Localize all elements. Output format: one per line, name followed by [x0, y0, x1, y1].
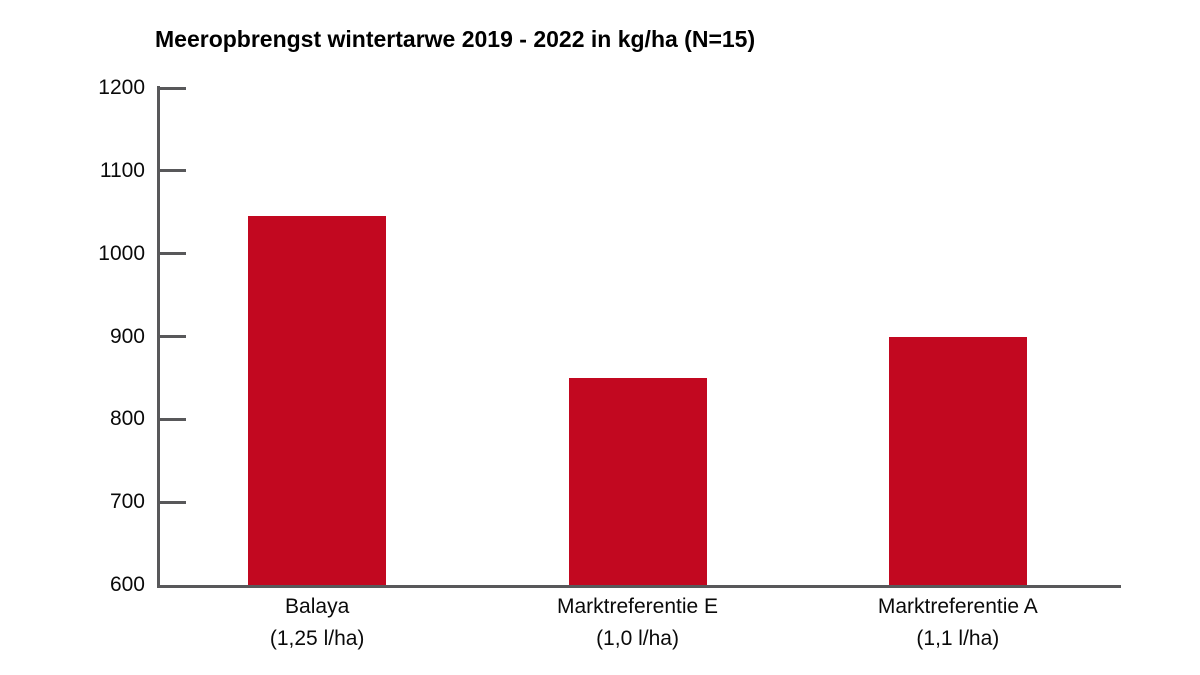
y-axis [157, 86, 160, 588]
x-label-name: Balaya [285, 595, 350, 618]
bar-marktreferentie-a [888, 336, 1027, 585]
y-tick-700 [160, 500, 186, 504]
x-label-balaya: Balaya (1,25 l/ha) [157, 591, 477, 655]
x-label-name: Marktreferentie E [556, 595, 719, 618]
x-label-dose: (1,0 l/ha) [596, 627, 679, 650]
y-tick-800 [160, 417, 186, 421]
y-tick-label-600: 600 [109, 573, 145, 596]
x-axis [157, 585, 1121, 588]
y-tick-label-1100: 1100 [99, 158, 145, 182]
x-label-marktreferentie-a: Marktreferentie A (1,1 l/ha) [798, 591, 1118, 655]
y-tick-label-1000: 1000 [98, 241, 145, 265]
chart-title: Meeropbrengst wintertarwe 2019 - 2022 in… [155, 26, 756, 52]
x-label-dose: (1,25 l/ha) [269, 627, 365, 650]
y-tick-label-900: 900 [109, 324, 145, 348]
x-label-marktreferentie-e: Marktreferentie E (1,0 l/ha) [478, 591, 798, 655]
y-tick-label-800: 800 [109, 407, 145, 431]
bar-balaya [248, 216, 387, 585]
x-label-dose: (1,1 l/ha) [916, 627, 1000, 650]
y-tick-label-700: 700 [109, 490, 145, 514]
y-tick-label-1200: 1200 [98, 76, 145, 99]
y-tick-900 [160, 335, 186, 338]
y-tick-1100 [160, 169, 186, 173]
y-tick-1200 [160, 86, 186, 90]
x-label-name: Marktreferentie A [877, 595, 1038, 618]
bar-marktreferentie-e [568, 377, 707, 585]
y-tick-1000 [160, 252, 186, 256]
